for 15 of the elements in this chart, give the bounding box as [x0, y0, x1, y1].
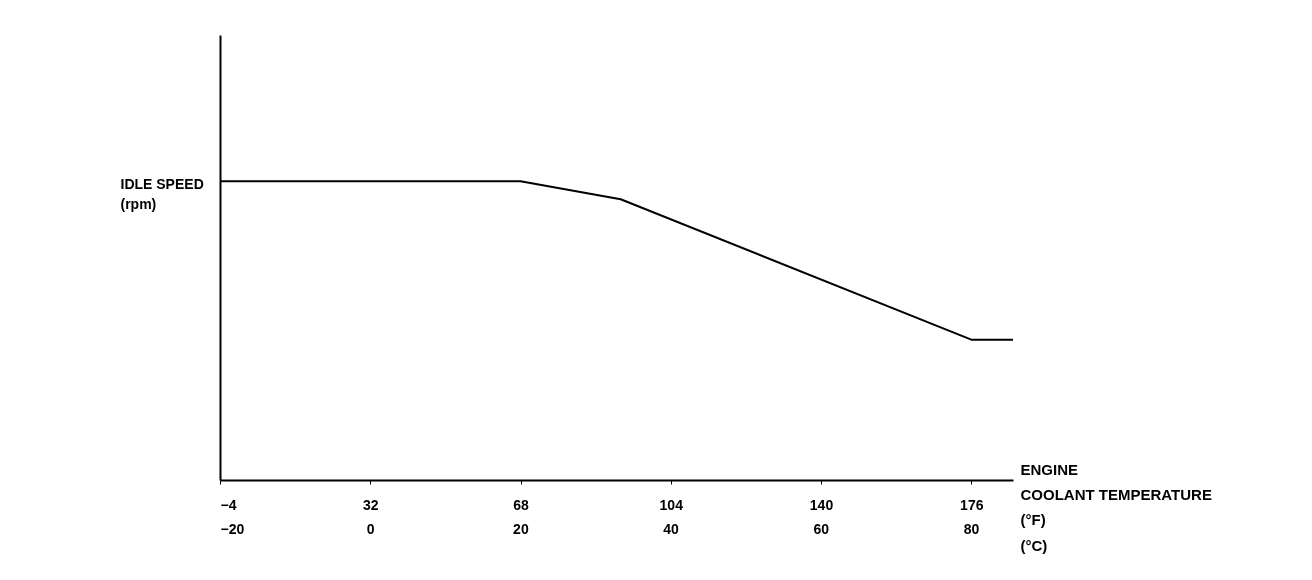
x-tick-label: 32 — [362, 496, 379, 513]
x-tick-label: 140 — [809, 496, 834, 513]
x2-tick-label: 0 — [366, 520, 375, 537]
x-tick-label: 176 — [960, 496, 984, 513]
x-axis-title: ENGINE COOLANT TEMPERATURE (°F) — [1020, 460, 1212, 528]
x2-tick-label: 60 — [813, 520, 830, 537]
x2-axis-title: (°C) — [1020, 536, 1048, 554]
x-tick-label: 68 — [513, 496, 529, 513]
x2-tick-label: 40 — [663, 520, 680, 537]
y-axis-title: IDLE SPEED (rpm) — [120, 175, 204, 212]
x-tick-label: −4 — [220, 496, 237, 513]
x-tick-label: 104 — [659, 496, 684, 513]
x2-tick-label: −20 — [220, 520, 245, 537]
x2-tick-label: 20 — [513, 520, 529, 537]
x2-tick-label: 80 — [963, 520, 980, 537]
